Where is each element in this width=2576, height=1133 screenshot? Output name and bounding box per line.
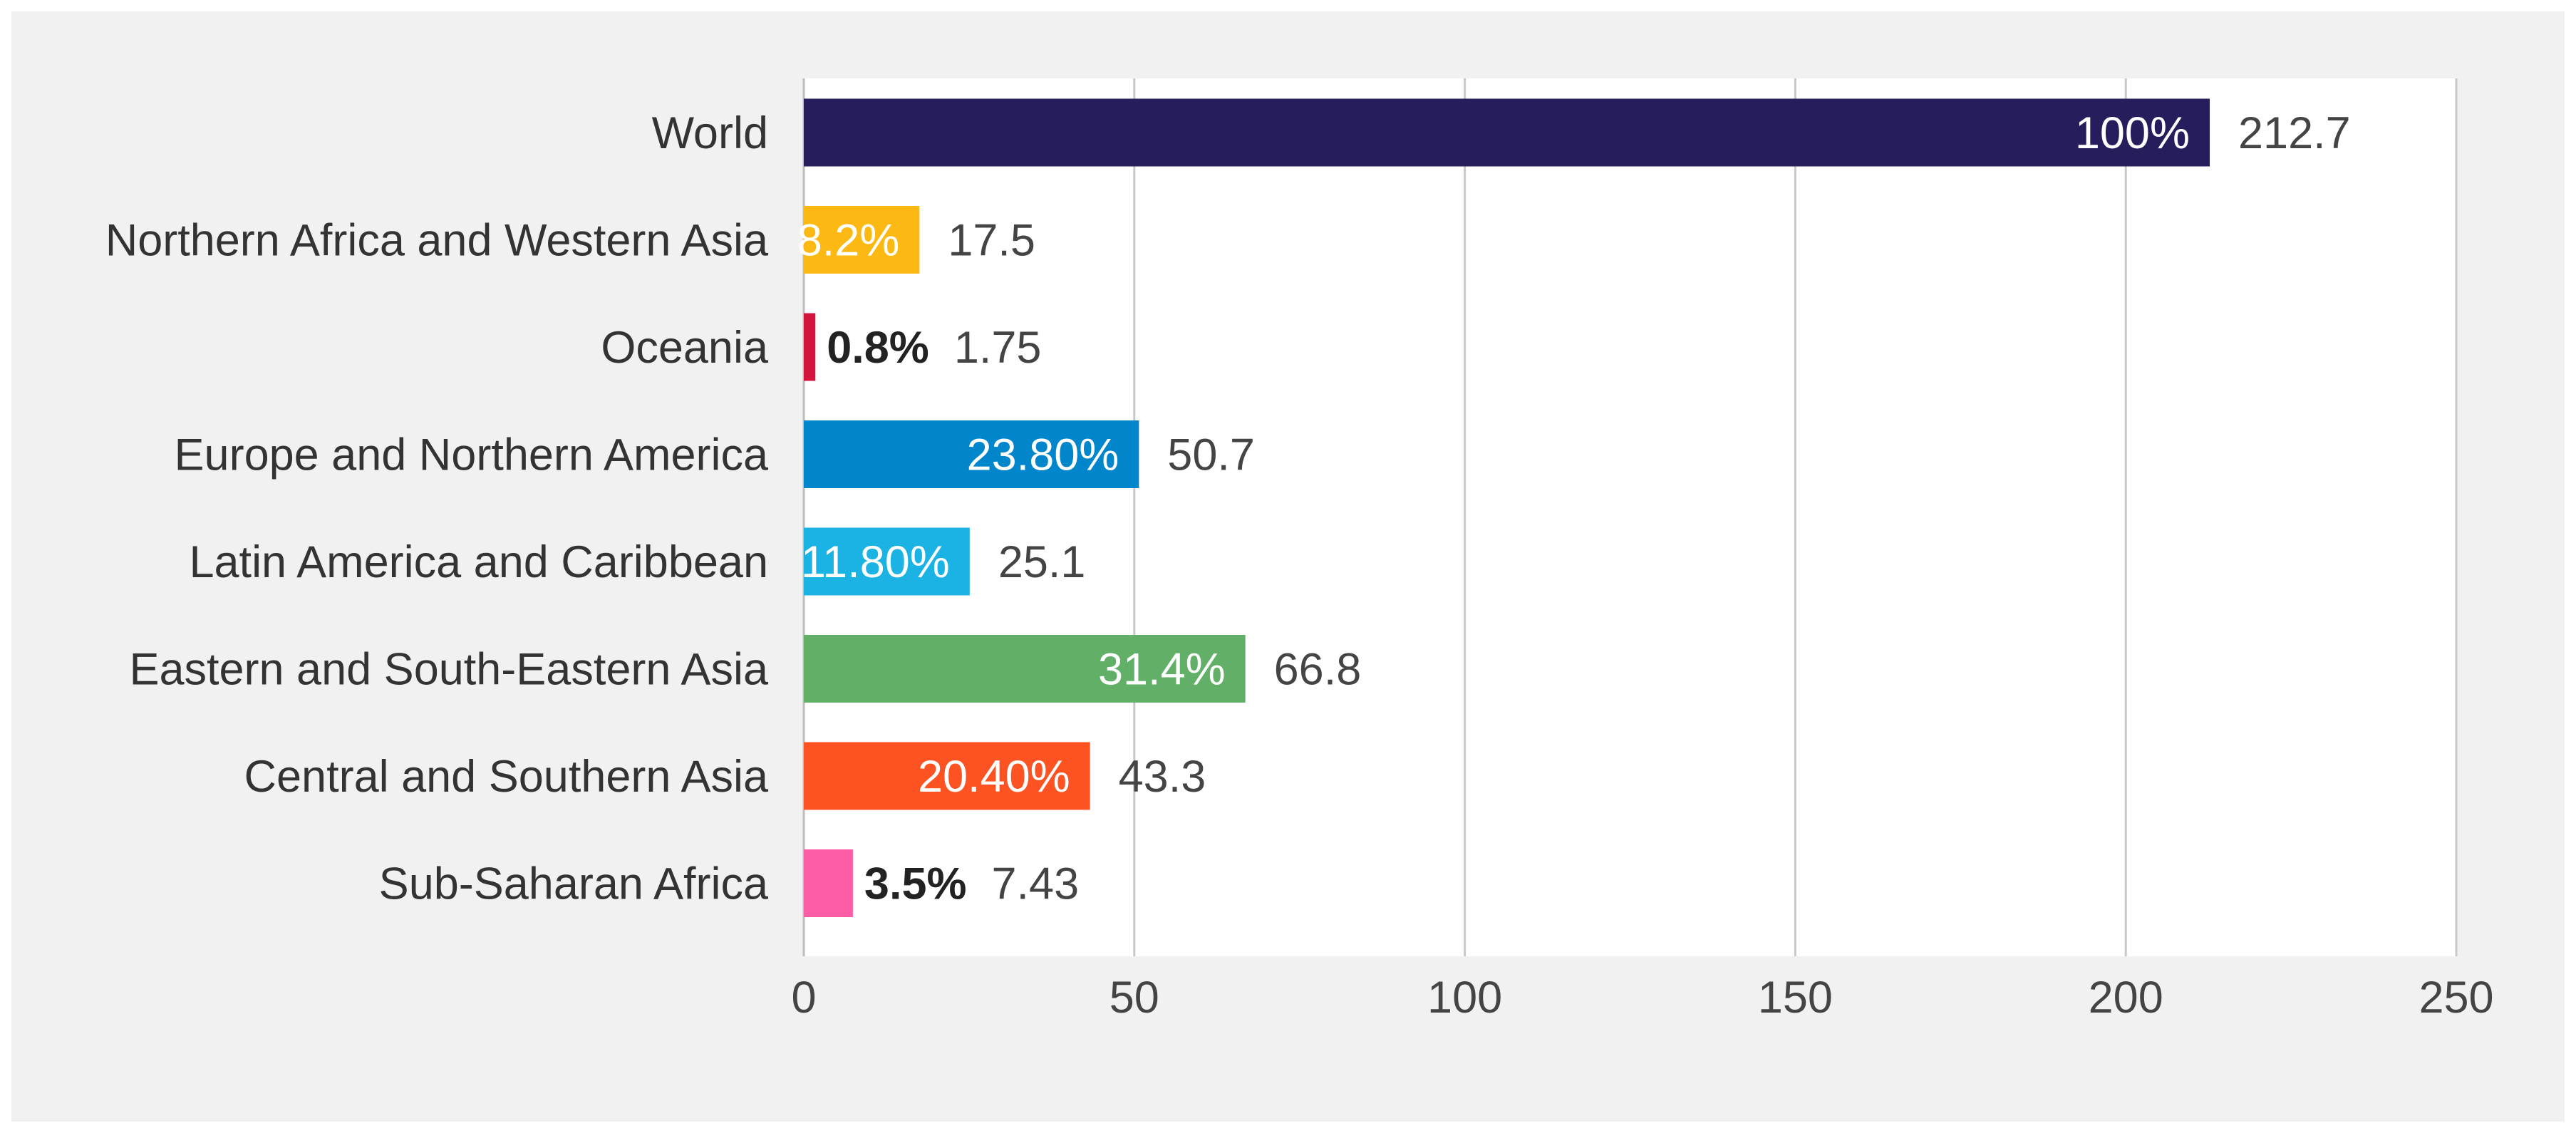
percent-label: 20.40% xyxy=(918,752,1070,802)
bar xyxy=(804,206,920,274)
percent-label: 0.8% xyxy=(827,323,929,373)
chart-panel: World 100% 212.7 Northern Africa and Wester… xyxy=(11,11,2565,1122)
bar xyxy=(804,849,853,917)
value-label: 25.1 xyxy=(998,537,1086,587)
bar xyxy=(804,420,1139,488)
value-label: 1.75 xyxy=(954,323,1042,373)
percent-label: 31.4% xyxy=(1098,645,1226,695)
x-tick-label: 50 xyxy=(1109,973,1159,1023)
percent-label: 100% xyxy=(2075,108,2190,158)
percent-label: 8.2% xyxy=(797,216,900,266)
percent-label: 11.80% xyxy=(801,537,950,587)
category-label: Oceania xyxy=(601,323,769,373)
value-label: 50.7 xyxy=(1167,430,1255,480)
value-label: 212.7 xyxy=(2238,108,2351,158)
x-axis-ticks: 0 50 100 150 200 250 xyxy=(791,973,2493,1023)
x-tick-label: 200 xyxy=(2089,973,2163,1023)
bar xyxy=(804,527,970,596)
bar-chart: World 100% 212.7 Northern Africa and Wester… xyxy=(105,78,2494,1023)
category-label: Northern Africa and Western Asia xyxy=(105,216,769,266)
value-label: 66.8 xyxy=(1274,645,1362,695)
plot-area xyxy=(804,78,2456,956)
percent-label: 3.5% xyxy=(864,859,967,909)
x-tick-label: 100 xyxy=(1427,973,1502,1023)
x-tick-label: 250 xyxy=(2419,973,2493,1023)
percent-label: 23.80% xyxy=(967,430,1119,480)
value-label: 7.43 xyxy=(992,859,1080,909)
category-label: Central and Southern Asia xyxy=(244,752,769,802)
category-label: World xyxy=(652,108,768,158)
category-label: Europe and Northern America xyxy=(175,430,769,480)
bar xyxy=(804,98,2210,167)
bar xyxy=(804,313,816,381)
value-label: 43.3 xyxy=(1119,752,1206,802)
bar xyxy=(804,742,1090,810)
category-label: Eastern and South-Eastern Asia xyxy=(129,645,769,695)
x-tick-label: 0 xyxy=(791,973,816,1023)
labels: World 100% 212.7 Northern Africa and Wester… xyxy=(105,108,2351,909)
category-label: Latin America and Caribbean xyxy=(189,537,768,587)
value-label: 17.5 xyxy=(948,216,1035,266)
x-tick-label: 150 xyxy=(1758,973,1833,1023)
bar xyxy=(804,635,1246,703)
bars xyxy=(804,98,2210,917)
category-label: Sub-Saharan Africa xyxy=(379,859,769,909)
